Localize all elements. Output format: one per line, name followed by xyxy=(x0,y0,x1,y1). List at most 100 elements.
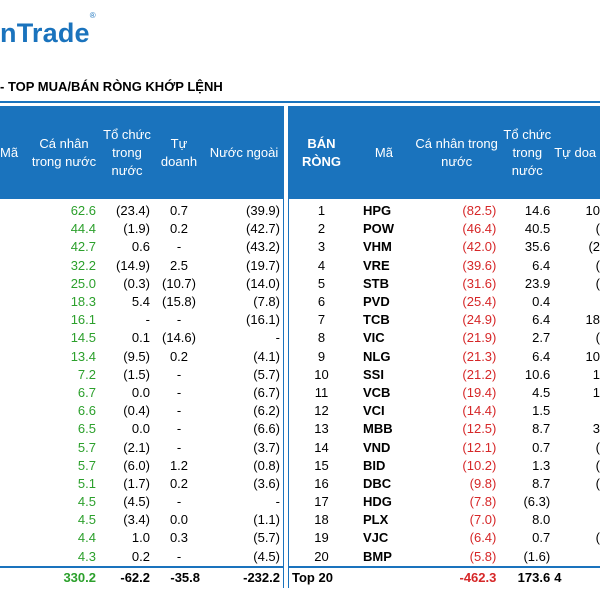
cell-proprietary: (15.8) xyxy=(162,294,196,310)
cell-individual: 32.2 xyxy=(70,257,96,273)
table-row: 62.6 (23.4) 0.7 (39.9) xyxy=(0,199,284,220)
cell-proprietary: 3 xyxy=(592,421,600,437)
cell-institution: 1.5 xyxy=(532,403,551,419)
cell-individual: 6.7 xyxy=(77,384,96,400)
col-header-individual: Cá nhân trong nước xyxy=(28,106,100,199)
cell-institution: 1.3 xyxy=(532,457,551,473)
cell-individual: (42.0) xyxy=(462,239,497,255)
cell-rank: 4 xyxy=(317,257,326,273)
cell-proprietary: ( xyxy=(595,257,600,273)
cell-proprietary: 0.0 xyxy=(169,512,189,528)
cell-proprietary: - xyxy=(176,312,182,328)
cell-individual: (31.6) xyxy=(462,275,497,291)
cell-institution: 0.1 xyxy=(131,330,150,346)
section-heading: - TOP MUA/BÁN RÒNG KHỚP LỆNH xyxy=(0,79,223,94)
net-sell-table: BÁN RÒNG Mã Cá nhân trong nước Tổ chức t… xyxy=(288,106,600,587)
cell-institution: 6.4 xyxy=(532,312,551,328)
cell-proprietary: 0.3 xyxy=(169,530,189,546)
cell-code: NLG xyxy=(363,348,391,364)
total-proprietary: 4 xyxy=(554,565,600,587)
cell-institution: 8.7 xyxy=(532,475,551,491)
cell-code: VJC xyxy=(363,530,389,546)
cell-proprietary: - xyxy=(176,494,182,510)
table-row: 18.3 5.4 (15.8) (7.8) xyxy=(0,293,284,311)
cell-foreign: (39.9) xyxy=(246,203,280,219)
cell-institution: 0.7 xyxy=(532,530,551,546)
table-row: 44.4 (1.9) 0.2 (42.7) xyxy=(0,220,284,238)
cell-individual: 25.0 xyxy=(70,275,96,291)
table-row: 8 VIC (21.9) 2.7 ( xyxy=(288,329,600,347)
cell-foreign: (6.2) xyxy=(253,403,280,419)
cell-foreign: - xyxy=(275,330,280,346)
cell-proprietary: 0.2 xyxy=(169,221,189,237)
cell-individual: (9.8) xyxy=(469,475,497,491)
cell-foreign: (5.7) xyxy=(253,366,280,382)
cell-individual: 6.6 xyxy=(77,403,96,419)
cell-proprietary: (14.6) xyxy=(162,330,196,346)
cell-rank: 16 xyxy=(314,475,329,491)
cell-foreign: (43.2) xyxy=(246,239,280,255)
table-row: 4.5 (3.4) 0.0 (1.1) xyxy=(0,511,284,529)
cell-proprietary xyxy=(554,548,600,567)
cell-code: VCI xyxy=(363,403,385,419)
cell-foreign: (16.1) xyxy=(246,312,280,328)
table-row: 5 STB (31.6) 23.9 ( xyxy=(288,275,600,293)
cell-rank: 7 xyxy=(317,312,326,328)
cell-institution: 23.9 xyxy=(524,275,551,291)
cell-institution: - xyxy=(145,312,150,328)
cell-code: VND xyxy=(363,439,391,455)
cell-foreign: (4.5) xyxy=(253,548,280,564)
cell-foreign: (14.0) xyxy=(246,275,280,291)
cell-proprietary: ( xyxy=(595,439,600,455)
cell-rank: 13 xyxy=(314,421,329,437)
table-row: 10 SSI (21.2) 10.6 1 xyxy=(288,366,600,384)
cell-code: PLX xyxy=(363,512,389,528)
cell-institution: 0.0 xyxy=(131,384,150,400)
cell-individual: 5.7 xyxy=(77,457,96,473)
cell-rank: 20 xyxy=(314,548,329,564)
cell-proprietary: 0.2 xyxy=(169,348,189,364)
cell-foreign: (42.7) xyxy=(246,221,280,237)
table-row: 14.5 0.1 (14.6) - xyxy=(0,329,284,347)
table-row: 18 PLX (7.0) 8.0 xyxy=(288,511,600,529)
cell-proprietary: ( xyxy=(595,330,600,346)
cell-foreign: (6.6) xyxy=(253,421,280,437)
cell-foreign: (19.7) xyxy=(246,257,280,273)
cell-institution: (1.7) xyxy=(123,475,150,491)
cell-foreign: (6.7) xyxy=(253,384,280,400)
cell-code: VIC xyxy=(363,330,385,346)
cell-individual: 4.5 xyxy=(77,512,96,528)
cell-institution: 10.6 xyxy=(524,366,551,382)
cell-individual: 5.7 xyxy=(77,439,96,455)
cell-institution: (0.3) xyxy=(123,275,150,291)
cell-code: HPG xyxy=(363,203,392,219)
cell-institution: 0.4 xyxy=(532,294,551,310)
table-row: 32.2 (14.9) 2.5 (19.7) xyxy=(0,257,284,275)
cell-foreign: (3.6) xyxy=(253,475,280,491)
table-row: 4.3 0.2 - (4.5) xyxy=(0,548,284,567)
col-header-individual: Cá nhân trong nước xyxy=(412,106,501,199)
cell-code: BID xyxy=(363,457,386,473)
cell-proprietary xyxy=(554,493,600,511)
cell-rank: 12 xyxy=(314,403,329,419)
total-row: 330.2 -62.2 -35.8 -232.2 xyxy=(0,565,284,587)
cell-proprietary: 2.5 xyxy=(169,257,189,273)
cell-rank: 18 xyxy=(314,512,329,528)
table-row: 11 VCB (19.4) 4.5 1 xyxy=(288,384,600,402)
cell-institution: 5.4 xyxy=(131,294,150,310)
cell-institution: 14.6 xyxy=(524,203,551,219)
cell-institution: 6.4 xyxy=(532,348,551,364)
cell-proprietary: - xyxy=(176,403,182,419)
table-row: 6.7 0.0 - (6.7) xyxy=(0,384,284,402)
table-row: 6.6 (0.4) - (6.2) xyxy=(0,402,284,420)
cell-proprietary xyxy=(554,293,600,311)
cell-individual: (5.8) xyxy=(469,548,497,564)
cell-institution: (0.4) xyxy=(123,403,150,419)
cell-institution: 4.5 xyxy=(532,384,551,400)
cell-code: MBB xyxy=(363,421,393,437)
cell-foreign: (7.8) xyxy=(253,294,280,310)
col-header-net-sell: BÁN RÒNG xyxy=(288,106,355,199)
cell-institution: 8.0 xyxy=(532,512,551,528)
cell-code: TCB xyxy=(363,312,390,328)
cell-individual: 13.4 xyxy=(70,348,96,364)
